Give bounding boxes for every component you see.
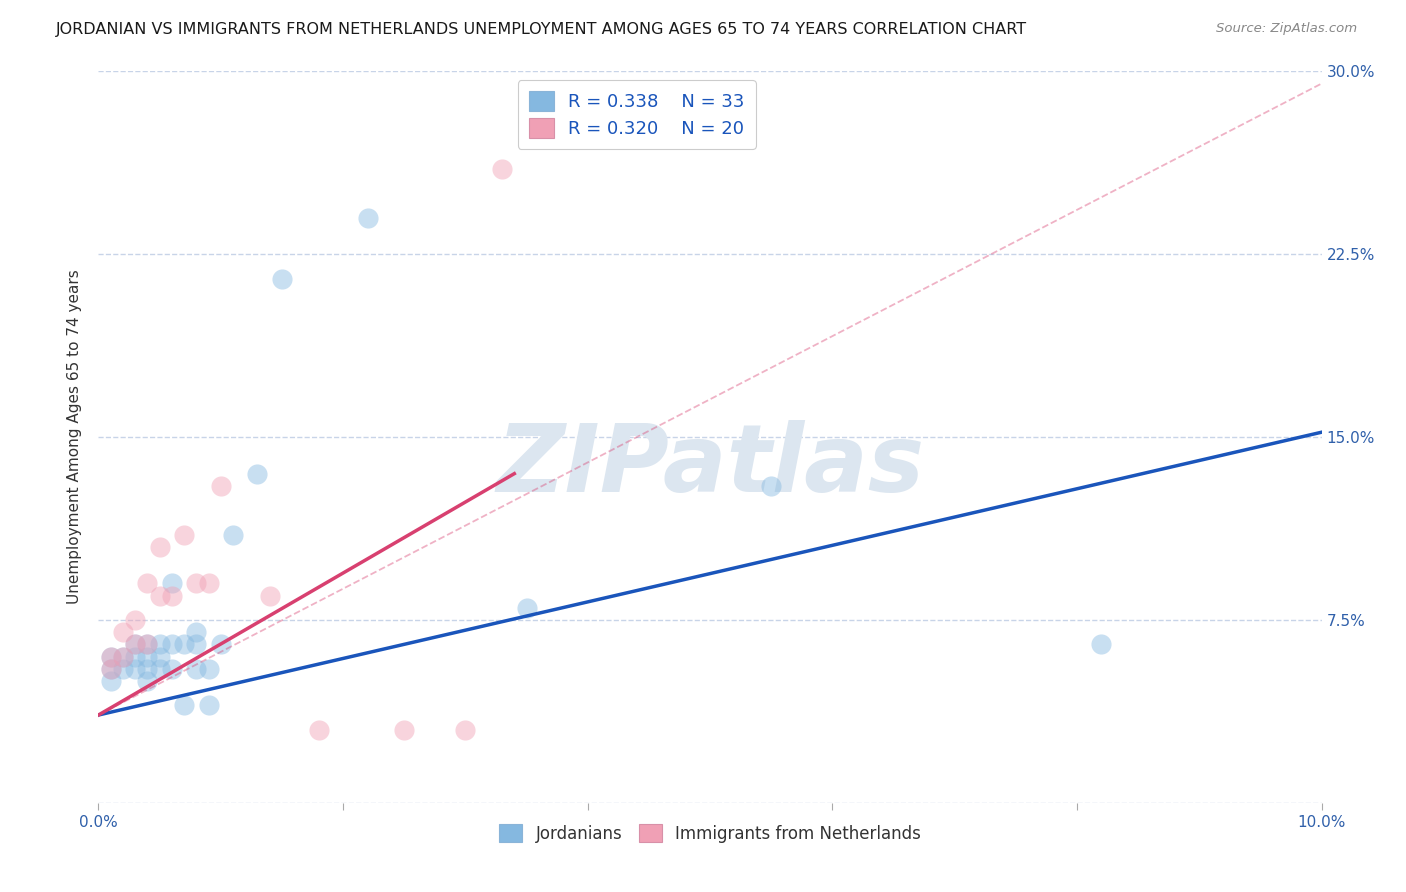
Point [136, 673, 159, 688]
Y-axis label: Unemployment Among Ages 65 to 74 years: Unemployment Among Ages 65 to 74 years [67, 269, 83, 605]
Point [173, 527, 195, 541]
Text: Source: ZipAtlas.com: Source: ZipAtlas.com [1216, 22, 1357, 36]
Point [454, 723, 477, 737]
Point [516, 600, 538, 615]
Point [222, 527, 245, 541]
Point [491, 161, 513, 176]
Point [136, 576, 159, 591]
Point [160, 589, 183, 603]
Point [124, 613, 146, 627]
Point [100, 649, 122, 664]
Point [186, 576, 208, 591]
Point [100, 673, 122, 688]
Point [160, 662, 183, 676]
Point [111, 662, 134, 676]
Point [100, 649, 122, 664]
Text: JORDANIAN VS IMMIGRANTS FROM NETHERLANDS UNEMPLOYMENT AMONG AGES 65 TO 74 YEARS : JORDANIAN VS IMMIGRANTS FROM NETHERLANDS… [56, 22, 1028, 37]
Point [111, 625, 134, 640]
Point [173, 637, 195, 651]
Point [392, 723, 416, 737]
Point [124, 662, 146, 676]
Point [209, 637, 232, 651]
Point [308, 723, 330, 737]
Point [259, 589, 281, 603]
Point [160, 576, 183, 591]
Point [246, 467, 269, 481]
Point [100, 662, 122, 676]
Point [149, 540, 172, 554]
Point [136, 649, 159, 664]
Point [149, 649, 172, 664]
Point [759, 479, 782, 493]
Point [197, 698, 219, 713]
Point [124, 637, 146, 651]
Point [136, 637, 159, 651]
Point [136, 662, 159, 676]
Point [124, 649, 146, 664]
Point [186, 637, 208, 651]
Point [149, 637, 172, 651]
Point [124, 637, 146, 651]
Point [270, 271, 292, 285]
Point [136, 637, 159, 651]
Point [149, 662, 172, 676]
Point [100, 662, 122, 676]
Point [173, 698, 195, 713]
Point [1090, 637, 1112, 651]
Point [160, 637, 183, 651]
Point [186, 625, 208, 640]
Point [209, 479, 232, 493]
Point [149, 589, 172, 603]
Point [356, 211, 378, 225]
Point [186, 662, 208, 676]
Point [197, 576, 219, 591]
Point [111, 649, 134, 664]
Point [111, 649, 134, 664]
Legend: Jordanians, Immigrants from Netherlands: Jordanians, Immigrants from Netherlands [492, 817, 928, 849]
Text: ZIPatlas: ZIPatlas [496, 420, 924, 512]
Point [197, 662, 219, 676]
